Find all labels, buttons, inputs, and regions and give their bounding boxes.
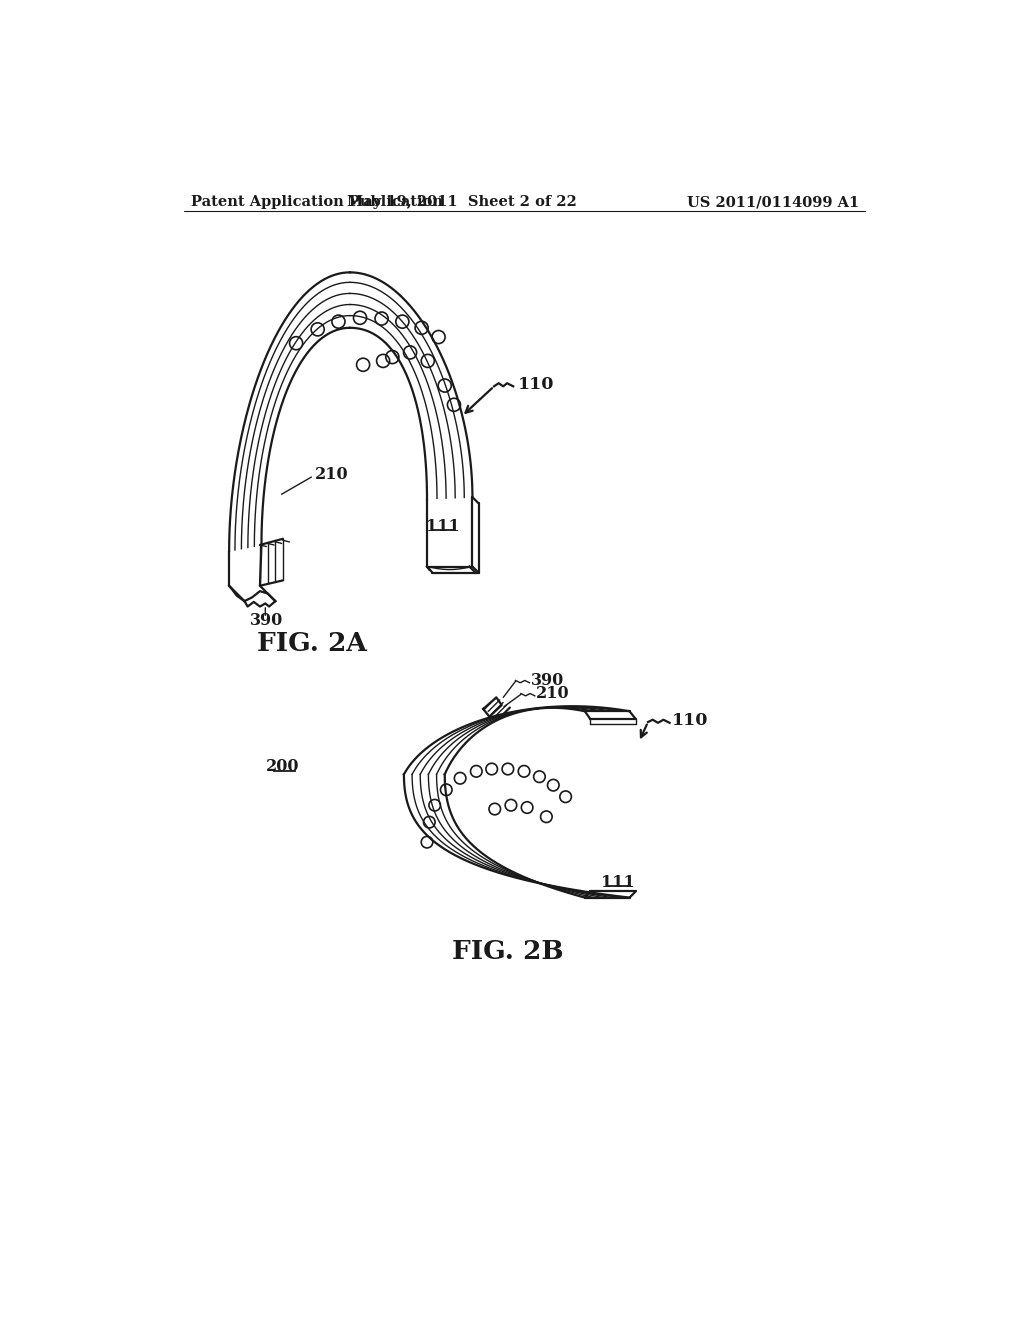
Text: 200: 200 — [266, 758, 300, 775]
Text: May 19, 2011  Sheet 2 of 22: May 19, 2011 Sheet 2 of 22 — [347, 195, 577, 210]
Text: 110: 110 — [518, 375, 554, 392]
Text: FIG. 2A: FIG. 2A — [257, 631, 367, 656]
Text: FIG. 2B: FIG. 2B — [452, 939, 563, 964]
Text: 110: 110 — [672, 711, 709, 729]
Text: US 2011/0114099 A1: US 2011/0114099 A1 — [687, 195, 859, 210]
Text: 111: 111 — [426, 517, 460, 535]
Text: 210: 210 — [537, 685, 570, 702]
Text: Patent Application Publication: Patent Application Publication — [190, 195, 442, 210]
Text: 390: 390 — [250, 612, 284, 628]
Text: 390: 390 — [531, 672, 564, 689]
Text: 111: 111 — [601, 874, 635, 891]
Text: 210: 210 — [315, 466, 349, 483]
